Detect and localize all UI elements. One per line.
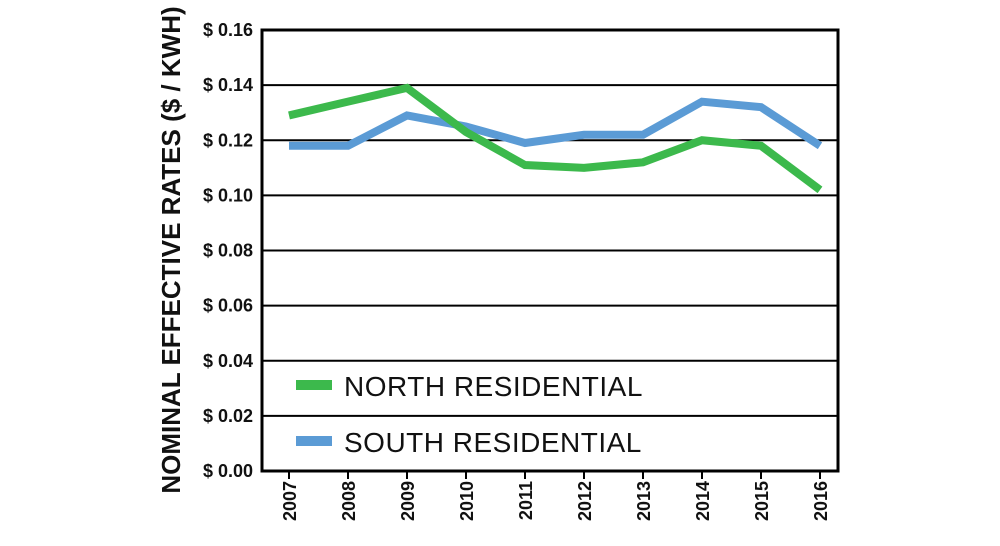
y-axis-ticks: $ 0.00 $ 0.02 $ 0.04 $ 0.06 $ 0.08 $ 0.10 $ 0.… (203, 20, 253, 481)
legend: NORTH RESIDENTIAL SOUTH RESIDENTIAL (296, 371, 643, 458)
y-tick-label: $ 0.10 (203, 185, 253, 205)
x-tick-label: 2011 (516, 481, 536, 520)
y-tick-label: $ 0.06 (203, 296, 253, 316)
y-tick-label: $ 0.12 (203, 130, 253, 150)
legend-label: NORTH RESIDENTIAL (344, 371, 643, 402)
plot-area-frame (260, 28, 840, 473)
series-lines (288, 83, 823, 194)
x-tick-label: 2008 (339, 481, 359, 521)
y-axis-label: NOMINAL EFFECTIVE RATES ($ / KWH) (156, 6, 186, 493)
series-line-north-residential (288, 83, 823, 194)
y-tick-label: $ 0.16 (203, 20, 253, 40)
x-tick-label: 2007 (280, 481, 300, 521)
y-tick-label: $ 0.14 (203, 75, 253, 95)
y-tick-label: $ 0.00 (203, 461, 253, 481)
x-tick-label: 2015 (752, 481, 772, 521)
x-tick-label: 2014 (693, 481, 713, 521)
series-line-south-residential (289, 97, 823, 150)
y-tick-label: $ 0.02 (203, 406, 253, 426)
gridlines (262, 84, 838, 417)
x-tick-label: 2012 (575, 481, 595, 521)
y-tick-label: $ 0.08 (203, 241, 253, 261)
x-axis-ticks: 2007 2008 2009 2010 2011 2012 2013 2014 2015 2016 (280, 471, 831, 521)
legend-label: SOUTH RESIDENTIAL (344, 427, 642, 458)
x-tick-label: 2010 (457, 481, 477, 521)
x-tick-label: 2013 (634, 481, 654, 521)
x-tick-label: 2016 (811, 481, 831, 521)
y-tick-label: $ 0.04 (203, 351, 253, 371)
x-tick-label: 2009 (398, 481, 418, 521)
